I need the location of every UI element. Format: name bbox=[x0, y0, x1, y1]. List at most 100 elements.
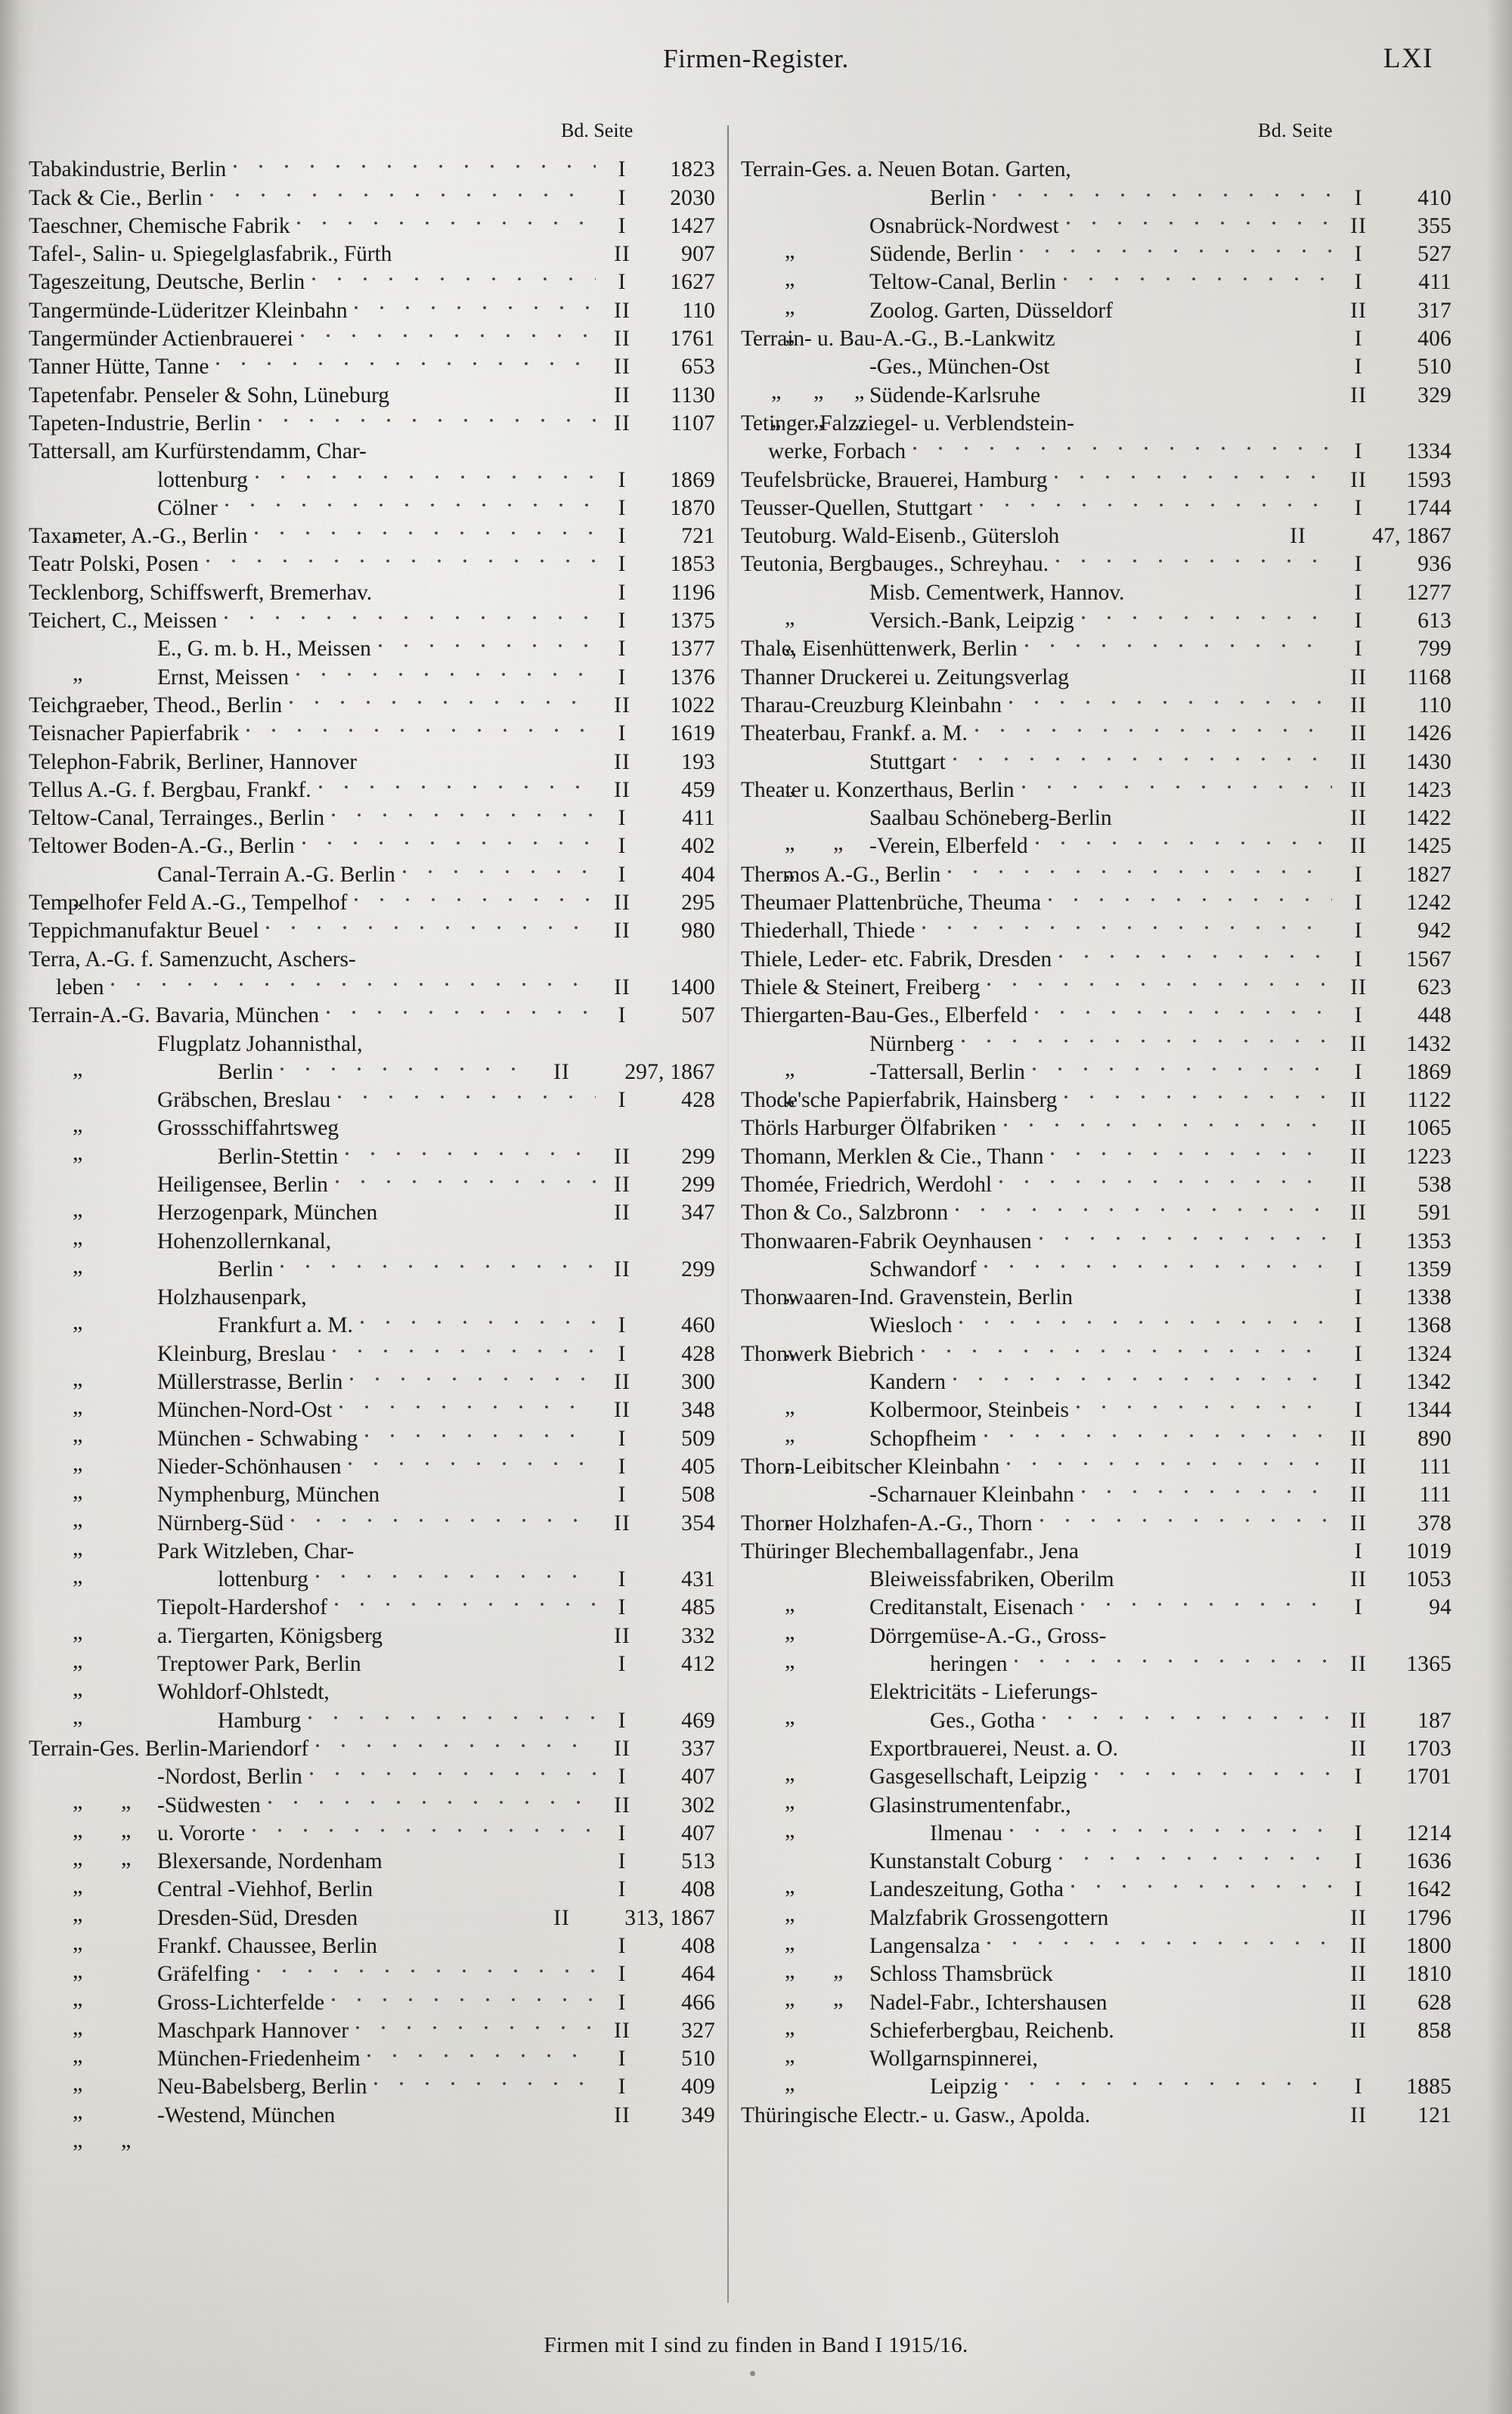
ditto-mark: „ bbox=[785, 322, 795, 348]
entry-page: 485 bbox=[681, 1595, 715, 1620]
entry-volume: I bbox=[618, 552, 627, 577]
entry-volume: II bbox=[614, 1257, 631, 1281]
ditto-mark: „ bbox=[771, 407, 782, 432]
ditto-mark: „ bbox=[785, 830, 795, 856]
entry-name: Central -Viehhof, Berlin bbox=[157, 1877, 373, 1902]
entry-name: Wohldorf-Ohlstedt, bbox=[157, 1680, 330, 1705]
entry-volume: I bbox=[618, 1821, 627, 1845]
entry-volume: II bbox=[1290, 524, 1306, 549]
entry-volume: II bbox=[1350, 777, 1367, 802]
index-entry: Leipzig I 1885 bbox=[741, 2065, 1452, 2099]
leader-dots bbox=[302, 825, 596, 853]
entry-volume: II bbox=[1350, 1088, 1367, 1113]
entry-volume: I bbox=[618, 1483, 627, 1508]
entry-name: lottenburg bbox=[218, 1567, 308, 1592]
entry-volume: II bbox=[1350, 1652, 1367, 1677]
entry-name: Tabakindustrie, Berlin bbox=[29, 157, 227, 182]
entry-page: 411 bbox=[1418, 270, 1452, 295]
ditto-mark: „ bbox=[73, 1253, 83, 1278]
ditto-mark: „ bbox=[73, 886, 83, 912]
leader-dots bbox=[1059, 937, 1332, 965]
entry-name: Thomann, Merklen & Cie., Thann bbox=[741, 1144, 1044, 1169]
entry-volume: I bbox=[618, 185, 627, 210]
entry-name: Teltower Boden-A.-G., Berlin bbox=[29, 834, 295, 859]
entry-page: 193 bbox=[681, 749, 715, 774]
entry-name: -Tattersall, Berlin bbox=[869, 1059, 1025, 1084]
ditto-mark: „ bbox=[785, 1817, 795, 1842]
entry-name: Terra, A.-G. f. Samenzucht, Aschers- bbox=[29, 947, 356, 971]
ditto-mark: „ bbox=[785, 858, 795, 884]
leader-dots bbox=[327, 994, 596, 1022]
entry-name: Thüringer Blechemballagenfabr., Jena bbox=[741, 1539, 1079, 1563]
index-entry: „ „ „ -Ges., München-Ost I 510 bbox=[741, 346, 1452, 404]
index-entry: „ Schopfheim II 890 bbox=[741, 1417, 1452, 1476]
entry-page: 1426 bbox=[1406, 721, 1452, 746]
entry-page: 1214 bbox=[1406, 1821, 1452, 1845]
entry-volume: II bbox=[1350, 213, 1367, 238]
entry-name: Tiepolt-Hardershof bbox=[157, 1595, 327, 1620]
entry-volume: I bbox=[618, 806, 627, 831]
ditto-mark: „ bbox=[785, 1929, 795, 1955]
leader-dots bbox=[364, 937, 596, 965]
ditto-mark: „ bbox=[73, 1225, 83, 1250]
entry-page: 1130 bbox=[671, 383, 715, 407]
entry-volume: I bbox=[618, 1454, 627, 1479]
entry-page: 1701 bbox=[1406, 1765, 1452, 1790]
entry-page: 410 bbox=[1418, 185, 1452, 210]
index-entry: „ Gasgesellschaft, Leipzig I 1701 bbox=[741, 1755, 1452, 1814]
entry-volume: II bbox=[1350, 298, 1367, 323]
index-entry: „ Neu-Babelsberg, Berlin I 409 bbox=[29, 2065, 715, 2124]
entry-volume: I bbox=[1354, 1595, 1363, 1620]
entry-name: Schopfheim bbox=[869, 1426, 977, 1451]
leader-dots bbox=[1040, 1501, 1332, 1529]
column-header-left: Bd. Seite bbox=[561, 119, 634, 141]
entry-name: Grossschiffahrtsweg bbox=[157, 1116, 339, 1141]
entry-volume: II bbox=[1350, 806, 1367, 831]
index-entry: Tageszeitung, Deutsche, Berlin I 1627 bbox=[29, 261, 715, 294]
entry-page: 1277 bbox=[1406, 580, 1452, 605]
entry-volume: II bbox=[614, 777, 631, 802]
entry-name: Thomée, Friedrich, Werdohl bbox=[741, 1172, 992, 1197]
index-entry: „ Gross-Lichterfelde I 466 bbox=[29, 1981, 715, 2040]
entry-volume: I bbox=[618, 637, 627, 662]
leader-dots bbox=[360, 1304, 596, 1332]
entry-name: Teatr Polski, Posen bbox=[29, 552, 199, 577]
entry-volume: I bbox=[618, 495, 627, 520]
leader-dots bbox=[256, 1953, 596, 1981]
index-entry: Thüringische Electr.- u. Gasw., Apolda. I… bbox=[741, 2093, 1452, 2127]
entry-name: Tetinger Falzziegel- u. Verblendstein- bbox=[741, 411, 1074, 435]
entry-volume: I bbox=[1354, 1370, 1363, 1395]
entry-name: Berlin-Stettin bbox=[218, 1144, 339, 1169]
leader-dots bbox=[399, 233, 596, 261]
entry-name: Exportbrauerei, Neust. a. O. bbox=[869, 1736, 1118, 1761]
leader-dots bbox=[225, 487, 596, 515]
entry-page: 327 bbox=[681, 2018, 715, 2043]
entry-volume: II bbox=[1350, 1426, 1367, 1451]
index-entry: Terrain- u. Bau-A.-G., B.-Lankwitz I 406 bbox=[741, 318, 1452, 351]
entry-page: 406 bbox=[1418, 327, 1452, 352]
footnote: Firmen mit I sind zu finden in Band I 19… bbox=[544, 2333, 968, 2357]
leader-dots bbox=[1015, 1643, 1332, 1671]
entry-page: 329 bbox=[1418, 383, 1452, 407]
entry-name: Zoolog. Garten, Düsseldorf bbox=[869, 298, 1113, 323]
index-entry: „ Nürnberg-Süd II 354 bbox=[29, 1501, 715, 1560]
entry-volume: I bbox=[1354, 1849, 1363, 1874]
leader-dots bbox=[258, 402, 596, 430]
entry-name: -Nordost, Berlin bbox=[157, 1765, 302, 1790]
index-entry: Thörls Harburger Ölfabriken II 1065 bbox=[741, 1107, 1452, 1140]
entry-page: 412 bbox=[681, 1652, 715, 1677]
index-entry: „ Gräfelfing I 464 bbox=[29, 1953, 715, 2011]
entry-name: Tempelhofer Feld A.-G., Tempelhof bbox=[29, 891, 348, 916]
index-entry: Berlin II 297, 1867 bbox=[29, 1051, 715, 1084]
ditto-mark: „ bbox=[785, 1647, 795, 1673]
leader-dots bbox=[291, 1501, 596, 1529]
leader-dots bbox=[1051, 1135, 1332, 1163]
entry-page: 1827 bbox=[1406, 862, 1452, 887]
leader-dots bbox=[380, 1868, 596, 1896]
index-entry: Ges., Gotha II 187 bbox=[741, 1699, 1452, 1733]
leader-dots bbox=[300, 318, 596, 346]
entry-volume: I bbox=[1354, 439, 1363, 464]
index-entry: „ Osnabrück-Nordwest II 355 bbox=[741, 205, 1452, 263]
entry-volume: I bbox=[618, 1990, 627, 2015]
entry-volume: II bbox=[1350, 1144, 1367, 1169]
